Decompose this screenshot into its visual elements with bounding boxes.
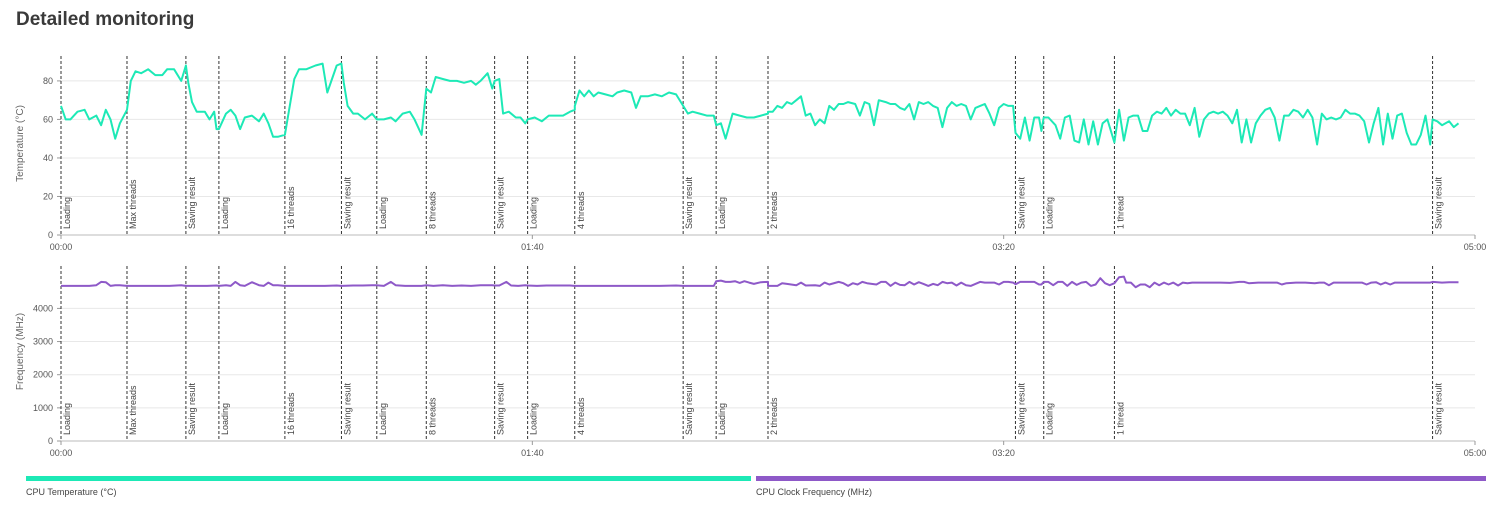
temperature-x-tick-label: 01:40 [521,242,544,252]
frequency-phase-label: Loading [529,403,539,435]
frequency-y-tick-label: 2000 [33,370,53,380]
temperature-y-tick-label: 60 [43,114,53,124]
frequency-phase-label: 8 threads [427,397,437,435]
temperature-x-tick-label: 05:00 [1464,242,1487,252]
temperature-y-axis-label: Temperature (°C) [15,105,26,182]
frequency-phase-label: Max threads [128,385,138,435]
temperature-phase-label: Saving result [187,176,197,229]
frequency-phase-label: Saving result [342,382,352,435]
temperature-y-tick-label: 80 [43,76,53,86]
legend-label-temperature: CPU Temperature (°C) [26,487,117,497]
temperature-phase-label: Saving result [342,176,352,229]
temperature-phase-label: Saving result [684,176,694,229]
frequency-phase-label: 4 threads [576,397,586,435]
temperature-phase-label: 8 threads [427,191,437,229]
temperature-phase-label: Loading [1045,197,1055,229]
temperature-phase-label: 1 thread [1115,196,1125,229]
frequency-phase-label: Saving result [1434,382,1444,435]
frequency-phase-label: 16 threads [286,392,296,435]
temperature-phase-label: Loading [529,197,539,229]
temperature-y-tick-label: 40 [43,153,53,163]
frequency-y-tick-label: 1000 [33,403,53,413]
temperature-phase-label: Saving result [496,176,506,229]
frequency-series-line [61,275,1459,289]
temperature-x-tick-label: 03:20 [992,242,1015,252]
frequency-x-tick-label: 01:40 [521,448,544,458]
frequency-phase-label: Saving result [187,382,197,435]
frequency-phase-label: 1 thread [1115,402,1125,435]
frequency-y-tick-label: 3000 [33,337,53,347]
temperature-phase-label: Max threads [128,179,138,229]
temperature-phase-label: 4 threads [576,191,586,229]
frequency-phase-label: Loading [378,403,388,435]
frequency-phase-label: 2 threads [769,397,779,435]
frequency-x-tick-label: 00:00 [50,448,73,458]
temperature-phase-label: Saving result [1016,176,1026,229]
frequency-y-axis-label: Frequency (MHz) [15,313,26,390]
frequency-x-tick-label: 03:20 [992,448,1015,458]
frequency-phase-label: Loading [62,403,72,435]
legend-swatch-frequency[interactable] [756,476,1486,481]
legend-swatch-temperature[interactable] [26,476,751,481]
temperature-phase-label: 2 threads [769,191,779,229]
frequency-phase-label: Saving result [496,382,506,435]
temperature-series-line [60,62,1460,146]
temperature-phase-label: Loading [717,197,727,229]
frequency-y-tick-label: 0 [48,436,53,446]
frequency-y-tick-label: 4000 [33,303,53,313]
frequency-x-tick-label: 05:00 [1464,448,1487,458]
frequency-phase-label: Saving result [1016,382,1026,435]
temperature-y-tick-label: 20 [43,191,53,201]
frequency-phase-label: Loading [1045,403,1055,435]
temperature-y-tick-label: 0 [48,230,53,240]
frequency-phase-label: Loading [220,403,230,435]
frequency-phase-label: Saving result [684,382,694,435]
temperature-phase-label: Saving result [1434,176,1444,229]
legend-label-frequency: CPU Clock Frequency (MHz) [756,487,873,497]
temperature-phase-label: 16 threads [286,186,296,229]
frequency-phase-label: Loading [717,403,727,435]
temperature-phase-label: Loading [62,197,72,229]
temperature-phase-label: Loading [378,197,388,229]
page-title: Detailed monitoring [16,9,195,30]
temperature-phase-label: Loading [220,197,230,229]
temperature-x-tick-label: 00:00 [50,242,73,252]
